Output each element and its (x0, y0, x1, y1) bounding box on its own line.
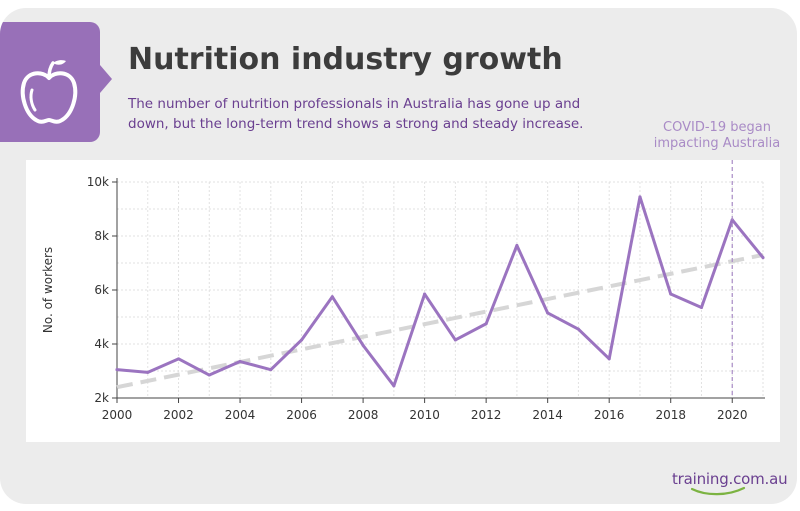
x-tick-label: 2020 (717, 408, 748, 422)
data-point (361, 343, 365, 347)
data-point (669, 292, 673, 296)
grid-lines (116, 181, 764, 399)
trend-line (116, 252, 764, 390)
data-point (269, 368, 273, 372)
x-tick-label: 2018 (655, 408, 686, 422)
axes (112, 178, 765, 403)
data-point (453, 338, 457, 342)
y-axis-title: No. of workers (41, 247, 55, 333)
infographic-card: Nutrition industry growth The number of … (0, 8, 797, 504)
series-group (115, 195, 765, 388)
data-point (238, 360, 242, 364)
line-chart: 2k 4k 6k 8k 10k 2000 2002 2004 2006 2008 2010 2012 2… (41, 160, 765, 422)
apple-icon (20, 60, 78, 124)
y-tick-label: 10k (87, 175, 109, 189)
data-point (484, 322, 488, 326)
y-tick-label: 4k (94, 337, 109, 351)
x-tick-label: 2016 (594, 408, 625, 422)
trend-line-group (116, 252, 764, 390)
y-tick-label: 2k (94, 391, 109, 405)
y-tick-label: 8k (94, 229, 109, 243)
logo-swoosh-icon (690, 486, 746, 496)
tick-labels: 2k 4k 6k 8k 10k 2000 2002 2004 2006 2008 2010 2012 2… (87, 175, 748, 422)
data-point (177, 357, 181, 361)
page-subtitle: The number of nutrition professionals in… (128, 96, 584, 132)
data-point (115, 368, 119, 372)
plot-panel: 2k 4k 6k 8k 10k 2000 2002 2004 2006 2008 2010 2012 2… (26, 160, 780, 442)
x-tick-label: 2004 (225, 408, 256, 422)
data-point (423, 292, 427, 296)
y-tick-label: 6k (94, 283, 109, 297)
data-point (207, 373, 211, 377)
data-point (300, 338, 304, 342)
x-tick-label: 2000 (102, 408, 133, 422)
series-line (115, 195, 765, 388)
icon-panel-pointer (100, 65, 112, 93)
x-tick-label: 2014 (532, 408, 563, 422)
x-tick-label: 2006 (286, 408, 317, 422)
x-tick-label: 2008 (348, 408, 379, 422)
x-tick-label: 2002 (163, 408, 194, 422)
page-title: Nutrition industry growth (128, 42, 563, 77)
covid-annotation-label: COVID-19 began impacting Australia (653, 120, 781, 151)
data-point (515, 243, 519, 247)
data-point (146, 370, 150, 374)
data-point (546, 311, 550, 315)
x-tick-label: 2010 (409, 408, 440, 422)
data-point (576, 327, 580, 331)
brand-logo: training.com.au (672, 470, 788, 488)
data-point (392, 384, 396, 388)
data-point (607, 357, 611, 361)
data-point (761, 256, 765, 260)
data-point (638, 195, 642, 199)
data-point (330, 295, 334, 299)
x-tick-label: 2012 (471, 408, 502, 422)
data-point (699, 306, 703, 310)
icon-panel (0, 22, 100, 142)
